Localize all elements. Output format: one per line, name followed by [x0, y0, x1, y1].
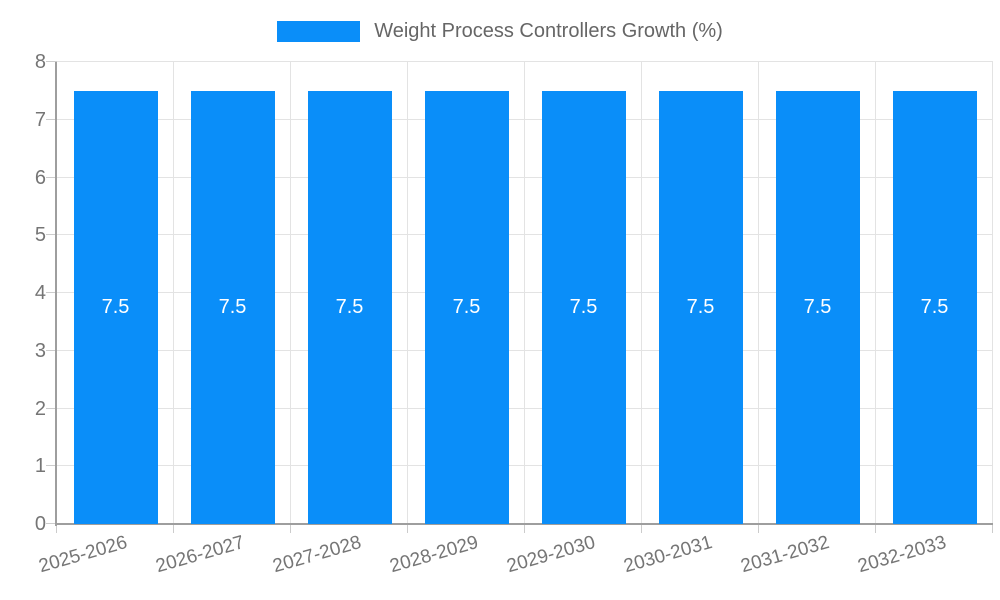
- x-tick-label: 2032-2033: [855, 532, 949, 578]
- y-gridline: [57, 61, 993, 62]
- x-tick-label: 2026-2027: [153, 532, 247, 578]
- y-tick-mark: [46, 465, 57, 467]
- y-tick-mark: [46, 292, 57, 293]
- x-gridline: [524, 62, 525, 524]
- x-gridline: [758, 62, 759, 524]
- bar[interactable]: 7.5: [307, 90, 392, 524]
- bar-value-label: 7.5: [335, 295, 364, 318]
- y-gridline: [57, 176, 993, 178]
- y-tick-label: 8: [34, 51, 46, 73]
- x-tick-label: 2031-2032: [738, 532, 832, 578]
- x-gridline: [290, 62, 291, 524]
- y-tick-label: 5: [34, 224, 46, 247]
- x-tick-mark: [290, 524, 291, 533]
- y-tick-label: 3: [34, 339, 46, 362]
- y-gridline: [57, 465, 993, 467]
- y-gridline: [57, 407, 993, 409]
- x-tick-label: 2030-2031: [621, 532, 715, 578]
- chart-legend: Weight Process Controllers Growth (%): [0, 20, 1000, 43]
- y-tick-label: 7: [34, 108, 46, 131]
- x-gridline: [173, 62, 174, 524]
- bar-value-label: 7.5: [101, 295, 130, 318]
- y-tick-label: 6: [34, 166, 46, 189]
- x-tick-mark: [173, 524, 174, 533]
- y-tick-mark: [46, 118, 57, 120]
- bar-value-label: 7.5: [569, 295, 598, 318]
- bar-value-label: 7.5: [452, 295, 481, 318]
- x-tick-mark: [524, 524, 525, 533]
- x-tick-label: 2028-2029: [387, 532, 481, 578]
- x-tick-mark: [641, 524, 642, 533]
- bar[interactable]: 7.5: [892, 90, 977, 524]
- x-tick-mark: [758, 524, 759, 533]
- y-axis-line: [55, 62, 57, 526]
- x-gridline: [407, 62, 408, 524]
- bar[interactable]: 7.5: [541, 90, 626, 524]
- bar[interactable]: 7.5: [424, 90, 509, 524]
- bar[interactable]: 7.5: [658, 90, 743, 524]
- bar[interactable]: 7.5: [775, 90, 860, 524]
- bar[interactable]: 7.5: [73, 90, 158, 524]
- y-gridline: [57, 349, 993, 351]
- x-tick-label: 2025-2026: [36, 532, 130, 578]
- y-tick-label: 0: [34, 513, 46, 535]
- y-tick-mark: [46, 349, 57, 351]
- y-gridline: [57, 234, 993, 236]
- bar-value-label: 7.5: [920, 295, 949, 318]
- x-tick-mark: [56, 524, 57, 533]
- x-gridline: [992, 62, 993, 524]
- bar-value-label: 7.5: [803, 295, 832, 318]
- y-tick-mark: [46, 61, 57, 62]
- y-tick-label: 2: [34, 397, 46, 420]
- y-tick-mark: [46, 234, 57, 236]
- y-gridline: [57, 118, 993, 120]
- y-tick-mark: [46, 176, 57, 178]
- y-gridline: [57, 292, 993, 293]
- y-tick-mark: [46, 407, 57, 409]
- x-tick-label: 2029-2030: [504, 532, 598, 578]
- x-gridline: [875, 62, 876, 524]
- bar-value-label: 7.5: [686, 295, 715, 318]
- x-axis-line: [55, 523, 993, 525]
- y-tick-label: 4: [34, 282, 46, 304]
- x-tick-mark: [875, 524, 876, 533]
- x-tick-label: 2027-2028: [270, 532, 364, 578]
- x-tick-mark: [407, 524, 408, 533]
- y-tick-label: 1: [34, 455, 46, 478]
- x-tick-mark: [992, 524, 993, 533]
- bar-value-label: 7.5: [218, 295, 247, 318]
- legend-label[interactable]: Weight Process Controllers Growth (%): [374, 20, 723, 42]
- y-tick-mark: [46, 523, 57, 524]
- legend-swatch-icon[interactable]: [277, 21, 361, 42]
- x-gridline: [641, 62, 642, 524]
- bar[interactable]: 7.5: [190, 90, 275, 524]
